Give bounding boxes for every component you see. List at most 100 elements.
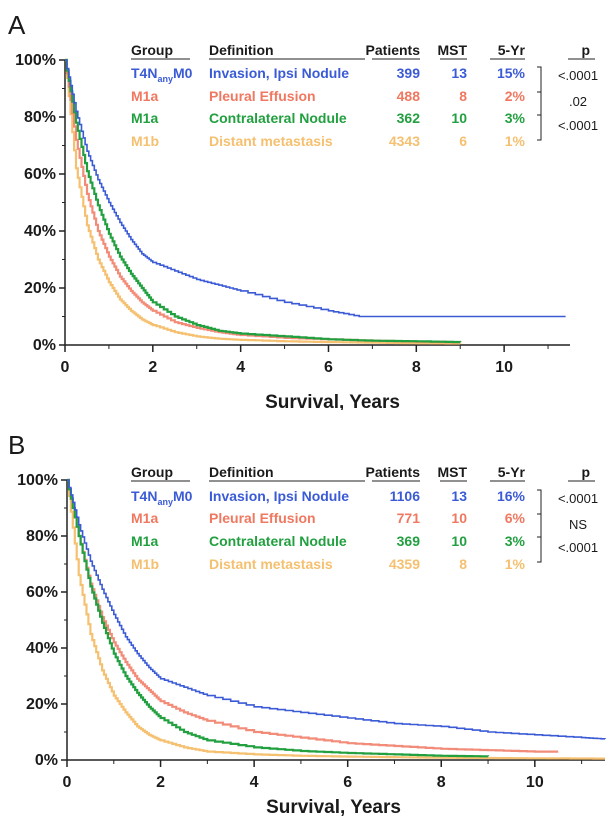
table-header-group: Group	[131, 464, 173, 480]
y-tick-label: 40%	[24, 223, 56, 240]
x-tick-label: 10	[495, 359, 513, 376]
survival-chart-b: B 0% 20% 40% 60% 80% 100% 0 2 4 6 8 10 Survival, Year…	[0, 410, 616, 817]
y-tick-label: 100%	[17, 472, 58, 489]
table-header-5-yr: 5-Yr	[498, 464, 526, 480]
series-line-m1b	[65, 58, 462, 345]
x-tick-label: 4	[236, 359, 245, 376]
p-value: <.0001	[558, 491, 598, 506]
y-tick-label: 60%	[26, 584, 58, 601]
y-tick-label: 0%	[33, 337, 56, 354]
p-value: NS	[569, 517, 587, 532]
row-definition: Invasion, Ipsi Nodule	[209, 488, 349, 504]
row-patients: 4343	[389, 133, 420, 149]
row-mst: 8	[459, 556, 467, 572]
table-header-group: Group	[131, 42, 173, 58]
x-tick-label: 2	[148, 359, 157, 376]
table-header-5-yr: 5-Yr	[498, 42, 526, 58]
series-line-m1b	[67, 478, 605, 760]
table-header-mst: MST	[437, 464, 467, 480]
p-bracket	[537, 114, 542, 141]
row-patients: 771	[397, 510, 421, 526]
p-value: <.0001	[558, 68, 598, 83]
row-five-yr: 6%	[505, 510, 526, 526]
row-mst: 6	[459, 133, 467, 149]
series-line-m1a-contralateral-nodule	[67, 478, 490, 758]
row-mst: 10	[451, 510, 467, 526]
p-bracket	[537, 91, 542, 116]
row-mst: 10	[451, 110, 467, 126]
x-tick-label: 8	[412, 359, 421, 376]
row-patients: 399	[397, 65, 421, 81]
series-line-m1a-contralateral-nodule	[65, 58, 462, 344]
row-definition: Invasion, Ipsi Nodule	[209, 65, 349, 81]
row-five-yr: 3%	[505, 533, 526, 549]
table-header-p: p	[581, 42, 590, 58]
row-five-yr: 1%	[505, 133, 526, 149]
p-bracket	[537, 66, 542, 93]
p-value: <.0001	[558, 118, 598, 133]
row-patients: 362	[397, 110, 421, 126]
row-group: M1a	[131, 533, 158, 549]
x-axis-label: Survival, Years	[266, 797, 401, 817]
row-mst: 13	[451, 488, 467, 504]
x-tick-label: 8	[437, 774, 446, 791]
table-header-definition: Definition	[209, 464, 274, 480]
x-axis-label: Survival, Years	[265, 392, 400, 410]
y-tick-label: 80%	[26, 528, 58, 545]
x-tick-label: 0	[63, 774, 72, 791]
row-mst: 8	[459, 88, 467, 104]
row-patients: 369	[397, 533, 421, 549]
row-mst: 13	[451, 65, 467, 81]
y-tick-label: 20%	[26, 696, 58, 713]
p-bracket	[537, 489, 542, 515]
row-group: M1b	[131, 556, 159, 572]
survival-chart-a: A 0% 20% 40% 60% 80% 100% 0 2 4 6 8 10 Survival, Year…	[8, 10, 598, 410]
p-value: .02	[569, 94, 587, 109]
row-definition: Pleural Effusion	[209, 88, 316, 104]
y-tick-label: 60%	[24, 166, 56, 183]
panel-label-a: A	[8, 10, 26, 40]
x-tick-label: 0	[61, 359, 70, 376]
row-group: M1a	[131, 110, 158, 126]
x-tick-label: 6	[324, 359, 333, 376]
y-tick-label: 100%	[15, 52, 56, 69]
row-definition: Contralateral Nodule	[209, 110, 347, 126]
x-tick-label: 4	[250, 774, 259, 791]
x-tick-label: 6	[343, 774, 352, 791]
row-five-yr: 2%	[505, 88, 526, 104]
table-header-p: p	[581, 464, 590, 480]
row-definition: Distant metastasis	[209, 556, 333, 572]
y-tick-label: 20%	[24, 280, 56, 297]
p-value: <.0001	[558, 540, 598, 555]
row-group: M1b	[131, 133, 159, 149]
x-tick-label: 2	[156, 774, 165, 791]
row-definition: Distant metastasis	[209, 133, 333, 149]
row-five-yr: 15%	[497, 65, 526, 81]
table-header-patients: Patients	[366, 464, 421, 480]
table-header-definition: Definition	[209, 42, 274, 58]
y-tick-label: 0%	[35, 752, 58, 769]
series-line-m1a-pleural-effusion	[67, 478, 559, 753]
chart-b-svg: B 0% 20% 40% 60% 80% 100% 0 2 4 6 8 10 Survival, Year…	[8, 430, 606, 817]
y-tick-label: 40%	[26, 640, 58, 657]
p-bracket	[537, 513, 542, 538]
p-bracket	[537, 536, 542, 563]
row-patients: 4359	[389, 556, 420, 572]
row-group: T4NanyM0	[131, 488, 193, 507]
row-patients: 488	[397, 88, 421, 104]
chart-a-svg: A 0% 20% 40% 60% 80% 100% 0 2 4 6 8 10 Survival, Year…	[8, 10, 598, 410]
x-tick-label: 10	[526, 774, 544, 791]
y-tick-label: 80%	[24, 109, 56, 126]
row-five-yr: 1%	[505, 556, 526, 572]
table-header-mst: MST	[437, 42, 467, 58]
row-five-yr: 16%	[497, 488, 526, 504]
row-group: T4NanyM0	[131, 65, 193, 84]
row-definition: Pleural Effusion	[209, 510, 316, 526]
panel-label-b: B	[8, 430, 25, 460]
row-five-yr: 3%	[505, 110, 526, 126]
table-header-patients: Patients	[366, 42, 421, 58]
row-patients: 1106	[390, 488, 421, 504]
series-line-t4nanym0	[65, 59, 566, 318]
row-definition: Contralateral Nodule	[209, 533, 347, 549]
row-group: M1a	[131, 510, 158, 526]
